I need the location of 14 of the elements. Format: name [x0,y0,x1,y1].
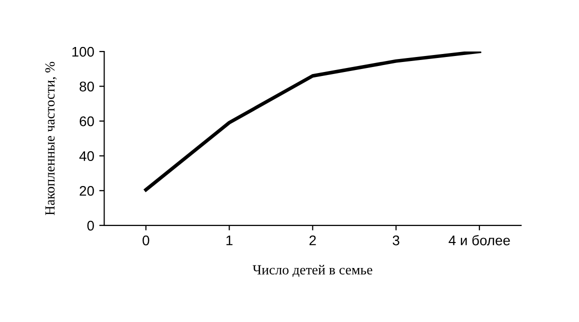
line-series [144,52,482,192]
y-tick-label: 40 [79,151,94,162]
x-axis-title: Число детей в семье [252,264,372,278]
y-tick-label: 60 [80,116,94,126]
y-tick-label: 20 [80,186,94,196]
y-tick-label: 0 [87,220,94,231]
x-tick-label: 1 [226,236,232,246]
y-tick-label: 100 [72,46,94,57]
x-tick-label: 2 [309,235,316,246]
y-tick-label: 80 [80,82,94,92]
y-axis-title: Накопленные частости, % [45,62,57,216]
x-tick-label: 3 [392,235,400,246]
x-tick-label: 4 и более [448,235,510,246]
x-tick-label: 0 [142,235,150,246]
